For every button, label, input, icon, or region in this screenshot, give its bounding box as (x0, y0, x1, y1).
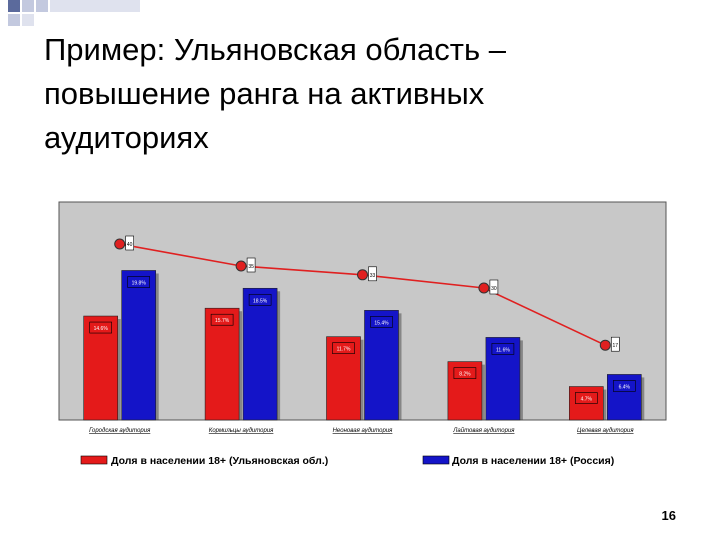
data-label-box (210, 313, 234, 326)
bar-russia (242, 287, 278, 421)
data-label-box (612, 380, 636, 392)
data-label-box (574, 392, 598, 404)
data-label: 6.4% (619, 384, 631, 390)
rank-label: 33 (370, 273, 376, 279)
page-title: Пример: Ульяновская область – повышение … (44, 28, 684, 160)
data-label: 14.6% (94, 326, 109, 332)
data-label-box (370, 316, 393, 328)
rank-label: 17 (613, 343, 619, 349)
data-label-box (491, 343, 515, 355)
chart-container: 14.6% 19.8% Городская аудитория 15.7% 18.5% К… (55, 198, 670, 498)
rank-label-box (610, 336, 620, 352)
data-label: 15.7% (215, 318, 230, 324)
rank-point (357, 269, 368, 281)
title-decoration (8, 0, 140, 26)
bar-russia (364, 310, 399, 421)
bar-russia (121, 270, 156, 421)
data-label: 15.4% (374, 320, 389, 326)
legend-label-russia: Доля в населении 18+ (Россия) (452, 455, 614, 467)
data-label: 11.6% (496, 347, 510, 353)
rank-point (114, 238, 126, 250)
bar-ulyanovsk (83, 315, 119, 421)
x-tick-label: Кормильцы аудитория (209, 428, 274, 434)
data-label: 8.2% (459, 372, 471, 378)
rank-label: 30 (491, 286, 497, 292)
bar-ulyanovsk (204, 307, 240, 421)
rank-point (235, 260, 247, 272)
data-label-box (89, 321, 113, 334)
bar-chart: 14.6% 19.8% Городская аудитория 15.7% 18.5% К… (58, 201, 667, 467)
rank-label-box (489, 279, 499, 295)
legend-label-ulyanovsk: Доля в населении 18+ (Ульяновская обл.) (111, 455, 328, 467)
data-label-box (248, 293, 272, 306)
rank-label: 40 (127, 242, 133, 248)
legend-swatch-ulyanovsk (80, 455, 108, 465)
data-label: 19.8% (132, 280, 147, 286)
data-label: 4.7% (581, 397, 593, 403)
data-label: 18.5% (253, 298, 268, 304)
rank-point (599, 339, 611, 351)
x-tick-label: Лайтовая аудитория (452, 427, 515, 434)
x-tick-label: Городская аудитория (89, 428, 151, 434)
legend-swatch-russia (422, 455, 450, 465)
rank-label-box (368, 266, 377, 282)
rank-label-box (125, 235, 134, 251)
data-label-box (332, 342, 355, 354)
data-label: 11.7% (337, 347, 351, 353)
rank-label-box (246, 257, 256, 273)
rank-label: 35 (248, 264, 254, 270)
x-tick-label: Целевая аудитория (577, 428, 634, 434)
rank-point (478, 282, 490, 294)
title-line-3: аудиториях (44, 120, 209, 155)
x-tick-label: Неоновая аудитория (333, 428, 394, 434)
page-number: 16 (661, 508, 676, 523)
title-line-2: повышение ранга на активных (44, 76, 485, 111)
data-label-box (453, 367, 477, 379)
title-line-1: Пример: Ульяновская область – (44, 32, 507, 67)
data-label-box (127, 276, 150, 288)
